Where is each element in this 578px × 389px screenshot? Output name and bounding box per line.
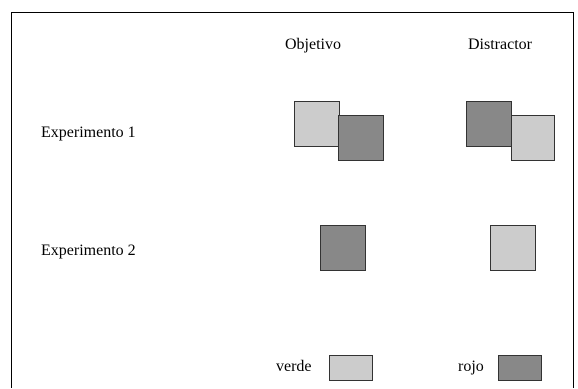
figure-frame xyxy=(11,12,574,388)
header-distractor: Distractor xyxy=(468,36,532,53)
legend-red-swatch xyxy=(498,355,542,381)
row-label-experiment-1: Experimento 1 xyxy=(41,124,136,141)
exp1-distractor-dark-square xyxy=(466,101,512,147)
exp1-target-light-square xyxy=(294,101,340,147)
exp1-target-dark-square xyxy=(338,115,384,161)
legend-red-label: rojo xyxy=(458,358,484,375)
row-label-experiment-2: Experimento 2 xyxy=(41,242,136,259)
legend-green-label: verde xyxy=(276,358,312,375)
legend-green-swatch xyxy=(329,355,373,381)
header-target: Objetivo xyxy=(285,36,341,53)
exp1-distractor-light-square xyxy=(511,115,555,161)
exp2-distractor-light-square xyxy=(490,225,536,271)
exp2-target-dark-square xyxy=(320,225,366,271)
